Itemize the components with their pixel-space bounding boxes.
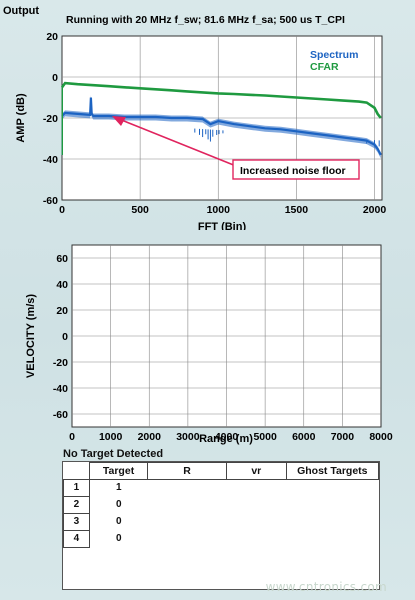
row-number-header — [63, 462, 90, 480]
spectrum-spikes — [61, 87, 380, 155]
y-tick-label: -40 — [43, 154, 58, 166]
range-value — [148, 531, 227, 548]
velocity-x-ticks: 0 1000 2000 3000 4000 5000 6000 7000 8000 — [69, 431, 393, 443]
ghost-targets-value — [286, 497, 378, 514]
ghost-targets-value — [286, 480, 378, 497]
ghost-targets-value — [286, 514, 378, 531]
legend-spectrum: Spectrum — [310, 49, 358, 61]
spectrum-x-ticks: 0 500 1000 1500 2000 — [59, 204, 386, 216]
column-header-vr: vr — [226, 462, 287, 480]
target-count: 0 — [116, 533, 122, 544]
table-row: 4 0 — [63, 530, 379, 548]
y-tick-label: -40 — [53, 383, 68, 395]
x-tick-label: 500 — [131, 204, 149, 216]
range-value — [148, 514, 227, 531]
row-number: 3 — [63, 513, 90, 531]
x-tick-label: 1000 — [99, 431, 123, 443]
target-table-panel: Target R vr Ghost Targets 1 1 2 0 — [62, 461, 380, 590]
y-tick-label: 0 — [62, 331, 68, 343]
y-tick-label: -60 — [53, 409, 68, 421]
velocity-grid — [72, 245, 381, 427]
y-tick-label: -60 — [43, 195, 58, 207]
annotation-arrow-head — [112, 116, 126, 126]
range-value — [148, 480, 227, 497]
y-tick-label: 20 — [46, 31, 58, 43]
x-tick-label: 8000 — [369, 431, 393, 443]
spectrum-grid — [62, 36, 382, 200]
spectrum-xlabel: FFT (Bin) — [198, 221, 247, 230]
y-tick-label: 20 — [56, 305, 68, 317]
spectrum-ylabel: AMP (dB) — [15, 93, 27, 143]
range-value — [148, 497, 227, 514]
velocity-value — [227, 480, 287, 497]
y-tick-label: -20 — [53, 357, 68, 369]
y-tick-label: 60 — [56, 253, 68, 265]
x-tick-label: 7000 — [331, 431, 355, 443]
target-count: 0 — [116, 499, 122, 510]
legend-cfar: CFAR — [310, 61, 339, 73]
spectrum-series-line — [61, 97, 382, 156]
x-tick-label: 2000 — [363, 204, 387, 216]
velocity-y-ticks: -60 -40 -20 0 20 40 60 — [53, 253, 68, 421]
table-row: 2 0 — [63, 496, 379, 514]
row-number: 2 — [63, 496, 90, 514]
cfar-series-line — [60, 81, 382, 119]
x-tick-label: 3000 — [176, 431, 200, 443]
spectrum-y-ticks: -60 -40 -20 0 20 — [43, 31, 58, 207]
x-tick-label: 5000 — [253, 431, 277, 443]
velocity-ylabel: VELOCITY (m/s) — [25, 294, 37, 378]
target-count: 1 — [116, 482, 122, 494]
output-label: Output — [3, 5, 39, 17]
target-table-header: Target R vr Ghost Targets — [63, 462, 380, 480]
target-count: 0 — [116, 516, 122, 527]
x-tick-label: 2000 — [138, 431, 162, 443]
spectrum-title: Running with 20 MHz f_sw; 81.6 MHz f_sa;… — [66, 14, 345, 26]
annotation-box — [232, 159, 360, 180]
annotation-arrow-line — [118, 118, 237, 167]
table-row: 3 0 — [63, 513, 379, 531]
x-tick-label: 0 — [69, 431, 75, 443]
row-number: 4 — [63, 530, 90, 548]
target-status-title: No Target Detected — [63, 448, 164, 460]
annotation-text: Increased noise floor — [240, 165, 346, 177]
column-header-r: R — [147, 462, 228, 480]
column-header-target: Target — [88, 462, 149, 480]
velocity-value — [227, 531, 287, 548]
row-number: 1 — [63, 479, 90, 497]
y-tick-label: 0 — [52, 72, 58, 84]
x-tick-label: 1500 — [285, 204, 309, 216]
x-tick-label: 6000 — [292, 431, 316, 443]
velocity-xlabel: Range (m) — [199, 433, 253, 445]
ghost-targets-value — [286, 531, 378, 548]
table-row: 1 1 — [63, 479, 379, 497]
target-table: Target R vr Ghost Targets 1 1 2 0 — [63, 462, 380, 548]
y-tick-label: -20 — [43, 113, 58, 125]
watermark: www.cntronics.com — [265, 580, 387, 594]
x-tick-label: 0 — [59, 204, 65, 216]
velocity-value — [227, 514, 287, 531]
y-tick-label: 40 — [56, 279, 68, 291]
x-tick-label: 4000 — [215, 431, 239, 443]
column-header-ghost-targets: Ghost Targets — [285, 462, 380, 480]
velocity-value — [227, 497, 287, 514]
x-tick-label: 1000 — [207, 204, 231, 216]
spectrum-chart: Output Running with 20 MHz f_sw; 81.6 MH… — [3, 5, 386, 230]
velocity-range-chart: 0 1000 2000 3000 4000 5000 6000 7000 8000 -60 -40… — [25, 244, 393, 445]
